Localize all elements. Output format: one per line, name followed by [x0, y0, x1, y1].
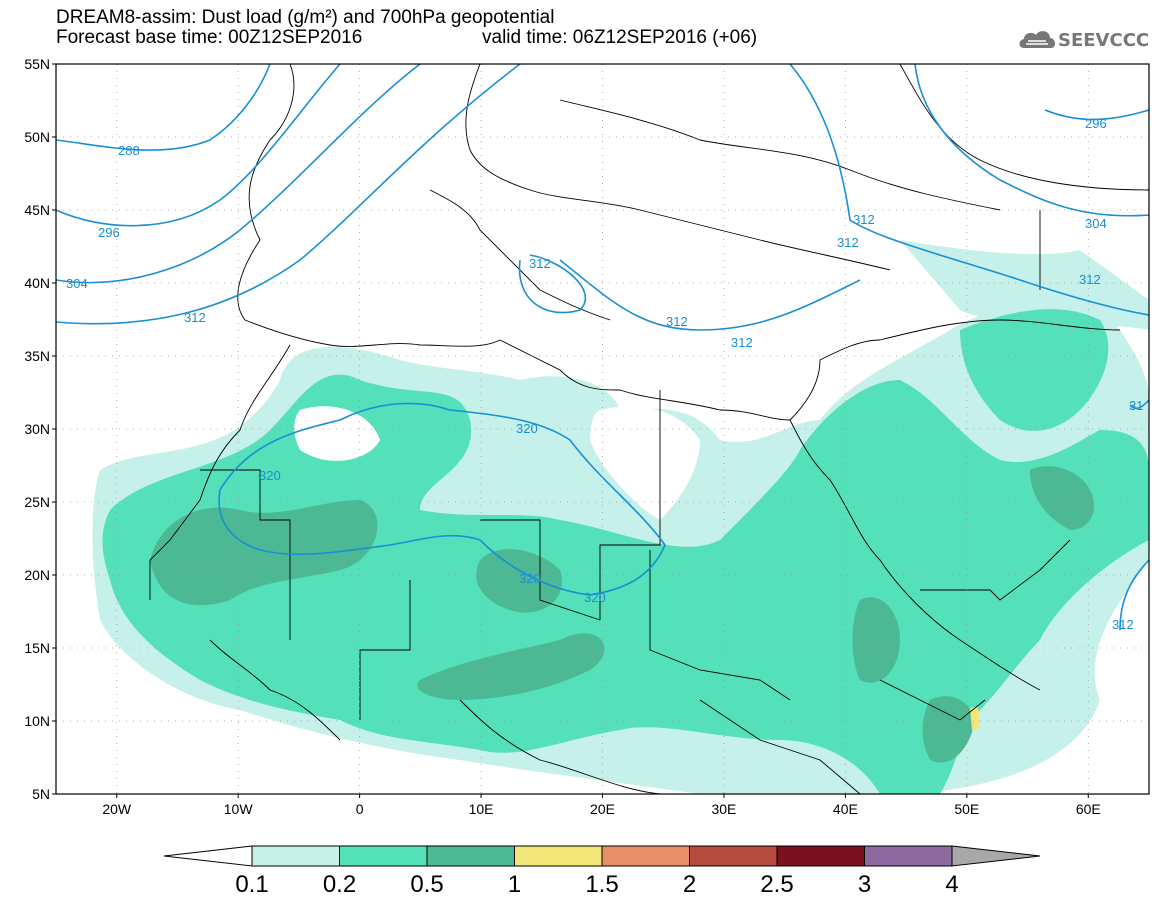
map-title: DREAM8-assim: Dust load (g/m²) and 700hP…: [56, 7, 555, 28]
latitude-label: 50N: [24, 129, 50, 145]
contour-label: 320: [519, 571, 541, 586]
colorbar-segment: [251, 845, 340, 867]
contour-label: 320: [516, 421, 538, 436]
contour-label: 312: [529, 256, 551, 271]
colorbar-tick-label: 3: [858, 871, 871, 898]
colorbar-segment: [601, 845, 690, 867]
longitude-axis: 20W 10W 0 10E 20E 30E 40E 50E 60E: [102, 794, 1101, 817]
colorbar-tick-label: 2.5: [760, 871, 793, 898]
dust-area-dark-west: [150, 500, 378, 606]
colorbar-tick-label: 0.1: [235, 871, 268, 898]
colorbar-tick-label: 2: [683, 871, 696, 898]
clear-area-libya: [590, 406, 700, 520]
colorbar-tick-label: 1: [508, 871, 521, 898]
contour-label: 312: [853, 212, 875, 227]
geopotential-contours: [56, 64, 1149, 631]
colorbar-tick-label: 4: [945, 871, 958, 898]
latitude-label: 25N: [24, 494, 50, 510]
dust-area-dark-arabia: [1030, 466, 1094, 530]
logo-text: SEEVCCC: [1058, 30, 1150, 51]
contour-label: 312: [731, 335, 753, 350]
contour-label: 312: [1079, 272, 1101, 287]
colorbar-tick-label: 0.2: [323, 871, 356, 898]
colorbar-over-triangle: [951, 845, 1041, 867]
colorbar-segment: [689, 845, 778, 867]
longitude-label: 0: [356, 801, 364, 817]
latitude-label: 20N: [24, 567, 50, 583]
longitude-label: 30E: [711, 801, 736, 817]
contour-label: 296: [1085, 116, 1107, 131]
contour-labels: 288 296 304 312 312 312 312 312 312 312 …: [66, 116, 1143, 632]
dust-area-dark-center: [476, 549, 562, 613]
colorbar-segment: [514, 845, 603, 867]
colorbar-under-triangle: [163, 845, 253, 867]
contour-label: 312: [666, 314, 688, 329]
longitude-label: 20W: [102, 801, 132, 817]
longitude-label: 40E: [833, 801, 858, 817]
contour-label: 312: [837, 235, 859, 250]
forecast-base-time: Forecast base time: 00Z12SEP2016: [56, 27, 363, 48]
latitude-label: 45N: [24, 202, 50, 218]
latitude-label: 35N: [24, 348, 50, 364]
valid-time: valid time: 06Z12SEP2016 (+06): [482, 27, 758, 48]
colorbar-segment: [339, 845, 428, 867]
dust-area-mid-arabia: [960, 309, 1109, 431]
longitude-label: 10E: [469, 801, 494, 817]
dust-area-yellow: [970, 706, 980, 730]
contour-label: 296: [98, 225, 120, 240]
colorbar-tick-label: 0.5: [410, 871, 443, 898]
colorbar-tick-label: 1.5: [585, 871, 618, 898]
longitude-label: 10W: [224, 801, 254, 817]
dust-area-dark-south: [417, 633, 605, 700]
colorbar-segment: [864, 845, 953, 867]
contour-label: 312: [184, 310, 206, 325]
contour-label: 31: [1129, 398, 1143, 413]
dust-shading: [92, 240, 1149, 794]
graticule: [56, 64, 1149, 794]
latitude-label: 5N: [32, 786, 50, 802]
contour-label: 304: [66, 276, 88, 291]
latitude-label: 10N: [24, 713, 50, 729]
latitude-label: 55N: [24, 56, 50, 72]
latitude-label: 30N: [24, 421, 50, 437]
latitude-label: 15N: [24, 640, 50, 656]
latitude-axis: 55N 50N 45N 40N 35N 30N 25N 20N 15N 10N 5N: [24, 56, 56, 802]
contour-label: 320: [259, 468, 281, 483]
dust-area-dark-somalia: [922, 696, 975, 763]
contour-label: 288: [118, 143, 140, 158]
longitude-label: 50E: [954, 801, 979, 817]
longitude-label: 20E: [590, 801, 615, 817]
colorbar-segment: [426, 845, 515, 867]
latitude-label: 40N: [24, 275, 50, 291]
contour-label: 320: [584, 590, 606, 605]
contour-label: 312: [1112, 617, 1134, 632]
cloud-icon: [1019, 31, 1056, 48]
longitude-label: 60E: [1076, 801, 1101, 817]
colorbar: 0.1 0.2 0.5 1 1.5 2 2.5 3 4: [163, 845, 1041, 898]
colorbar-segment: [776, 845, 865, 867]
clear-area-sahara: [294, 406, 380, 461]
dust-area-dark-horn: [852, 597, 900, 683]
contour-label: 304: [1085, 216, 1107, 231]
country-borders: [149, 64, 1149, 794]
